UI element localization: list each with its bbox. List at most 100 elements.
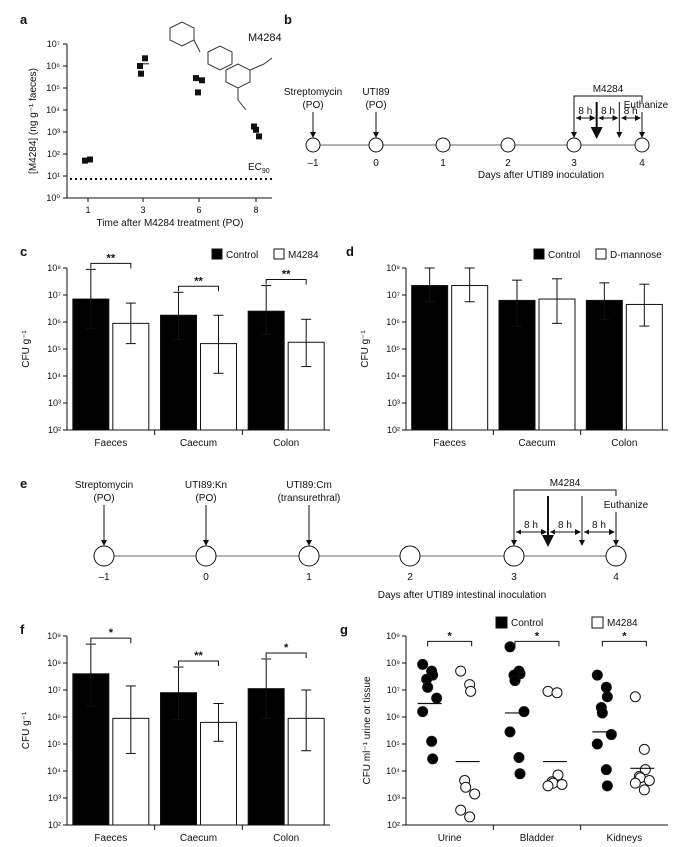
significance-label: * — [448, 630, 453, 642]
timeline-day-label: 4 — [639, 158, 645, 169]
panel-a-y-tick-label: 10⁷ — [47, 39, 60, 49]
m4284-bracket-label: M4284 — [593, 84, 624, 95]
timeline-day-marker — [634, 137, 650, 153]
panel-a-data-point — [199, 77, 205, 84]
panel-a-x-label: Time after M4284 treatment (PO) — [97, 218, 244, 229]
significance-bracket — [265, 652, 307, 658]
timeline-day-marker — [435, 137, 451, 153]
panel-a-x-tick-label: 3 — [140, 205, 145, 215]
timeline-day-label: 0 — [203, 572, 209, 583]
legend-label: M4284 — [607, 618, 638, 629]
control-data-point — [504, 726, 516, 738]
significance-bracket — [90, 637, 132, 644]
panel-a-data-point — [87, 156, 93, 163]
significance-label: * — [284, 642, 289, 654]
control-data-point — [426, 735, 438, 747]
panel-a-x-tick-label: 6 — [196, 205, 201, 215]
bar-chart-y-tick-label: 10⁸ — [47, 263, 61, 273]
legend-swatch-control — [533, 248, 545, 260]
significance-label: * — [109, 627, 114, 639]
control-data-point — [431, 692, 443, 704]
euthanize-label: Euthanize — [624, 100, 669, 111]
interval-label: 8 h — [578, 106, 592, 117]
panel-g-y-label: CFU ml⁻¹ urine or tissue — [362, 676, 373, 785]
timeline-event-label: Streptomycin — [75, 480, 133, 491]
control-data-point — [591, 669, 603, 681]
bar-chart-category-label: Colon — [273, 833, 299, 844]
timeline-day-marker — [566, 137, 582, 153]
panel-letter-e: e — [20, 476, 27, 491]
bar-chart-y-tick-label: 10⁶ — [47, 317, 61, 327]
bar-chart-y-tick-label: 10⁷ — [48, 685, 61, 695]
timeline-day-label: 2 — [407, 572, 413, 583]
significance-bracket — [514, 640, 560, 647]
timeline-event-label: UTI89:Kn — [185, 480, 227, 491]
timeline-day-label: 2 — [505, 158, 511, 169]
treated-data-point — [542, 780, 554, 792]
timeline-day-marker — [605, 545, 627, 567]
control-data-point — [417, 706, 429, 718]
bar-chart-y-label: CFU g⁻¹ — [360, 330, 371, 368]
panel-b-timeline: –1 0 1 2 3 4 Streptomycin (PO) UTI89 (PO) Days aft… — [284, 84, 669, 181]
bar-chart-y-tick-label: 10⁹ — [47, 631, 61, 641]
timeline-day-marker — [298, 545, 320, 567]
bar-chart-y-tick-label: 10⁵ — [386, 344, 400, 354]
panel-g-y-tick-label: 10⁸ — [386, 658, 400, 668]
bar-chart-y-tick-label: 10³ — [387, 398, 400, 408]
m4284-bracket-label: M4284 — [550, 478, 581, 489]
panel-a: [M4284] (ng g⁻¹ faeces) Time after M4284… — [28, 21, 282, 229]
treated-data-point — [639, 764, 651, 776]
legend-swatch-treated — [273, 248, 285, 260]
control-data-point — [600, 681, 612, 693]
treated-data-point — [552, 769, 564, 781]
treated-data-point — [556, 779, 568, 790]
panel-f-chart: 10² 10³ 10⁴ 10⁵ 10⁶ 10⁷ 10⁸ 10⁹ CFU g⁻¹ Faeces * Ca… — [21, 627, 330, 844]
panel-d-chart: 10² 10³ 10⁴ 10⁵ 10⁶ 10⁷ 10⁸ CFU g⁻¹ Faeces Caecum… — [360, 248, 668, 449]
panel-a-data-point — [193, 75, 199, 82]
timeline-day-marker — [500, 137, 516, 153]
significance-label: ** — [194, 650, 203, 662]
m4284-bracket — [573, 95, 643, 102]
timeline-day-label: 3 — [511, 572, 517, 583]
m4284-structure-drawing — [169, 21, 273, 111]
panel-a-y-tick-label: 10¹ — [47, 171, 60, 181]
treated-data-point — [629, 691, 641, 703]
treated-data-point — [551, 687, 563, 699]
panel-a-y-tick-label: 10⁰ — [46, 193, 60, 203]
control-data-point — [596, 707, 608, 719]
panel-g-category-label: Bladder — [520, 833, 555, 844]
panel-a-y-tick-label: 10⁵ — [46, 83, 60, 93]
panel-a-data-point — [251, 123, 257, 130]
panel-a-compound-label: M4284 — [248, 32, 282, 44]
legend-swatch-control — [495, 616, 508, 629]
legend-label: Control — [226, 250, 258, 261]
bar-chart-category-label: Faeces — [94, 438, 127, 449]
bar-chart-y-label: CFU g⁻¹ — [21, 711, 32, 749]
control-data-point — [591, 738, 603, 750]
legend-label: Control — [511, 618, 543, 629]
bar-chart-category-label: Caecum — [180, 833, 217, 844]
significance-label: ** — [194, 275, 203, 287]
panel-a-data-point — [137, 63, 143, 69]
control-data-point — [417, 658, 429, 670]
panel-a-data-point — [256, 133, 262, 140]
panel-g-chart: 10² 10³ 10⁴ 10⁵ 10⁶ 10⁷ 10⁸ 10⁹ CFU ml⁻¹ urine o… — [362, 616, 668, 844]
panel-a-x-tick-label: 8 — [253, 205, 258, 215]
timeline-day-marker — [305, 137, 321, 153]
bar-chart-y-tick-label: 10⁸ — [386, 263, 400, 273]
bar-chart-y-tick-label: 10⁷ — [387, 290, 400, 300]
significance-bracket — [178, 660, 219, 667]
panel-letter-b: b — [284, 12, 292, 27]
legend-label: M4284 — [288, 250, 319, 261]
significance-bracket — [265, 279, 307, 285]
timeline-day-label: 1 — [440, 158, 446, 169]
panel-letter-c: c — [20, 244, 27, 259]
treated-data-point — [465, 685, 477, 697]
panel-g-y-tick-label: 10² — [387, 820, 400, 830]
timeline-day-label: 0 — [373, 158, 379, 169]
panel-a-y-tick-label: 10⁶ — [46, 61, 60, 71]
interval-label: 8 h — [601, 106, 615, 117]
panel-a-plot-marks: 10⁰ 10¹ 10² 10³ 10⁴ 10⁵ 10⁶ 10⁷ 1 3 6 8 — [46, 39, 262, 215]
legend-swatch-treated — [591, 616, 604, 629]
timeline-day-label: –1 — [98, 572, 110, 583]
